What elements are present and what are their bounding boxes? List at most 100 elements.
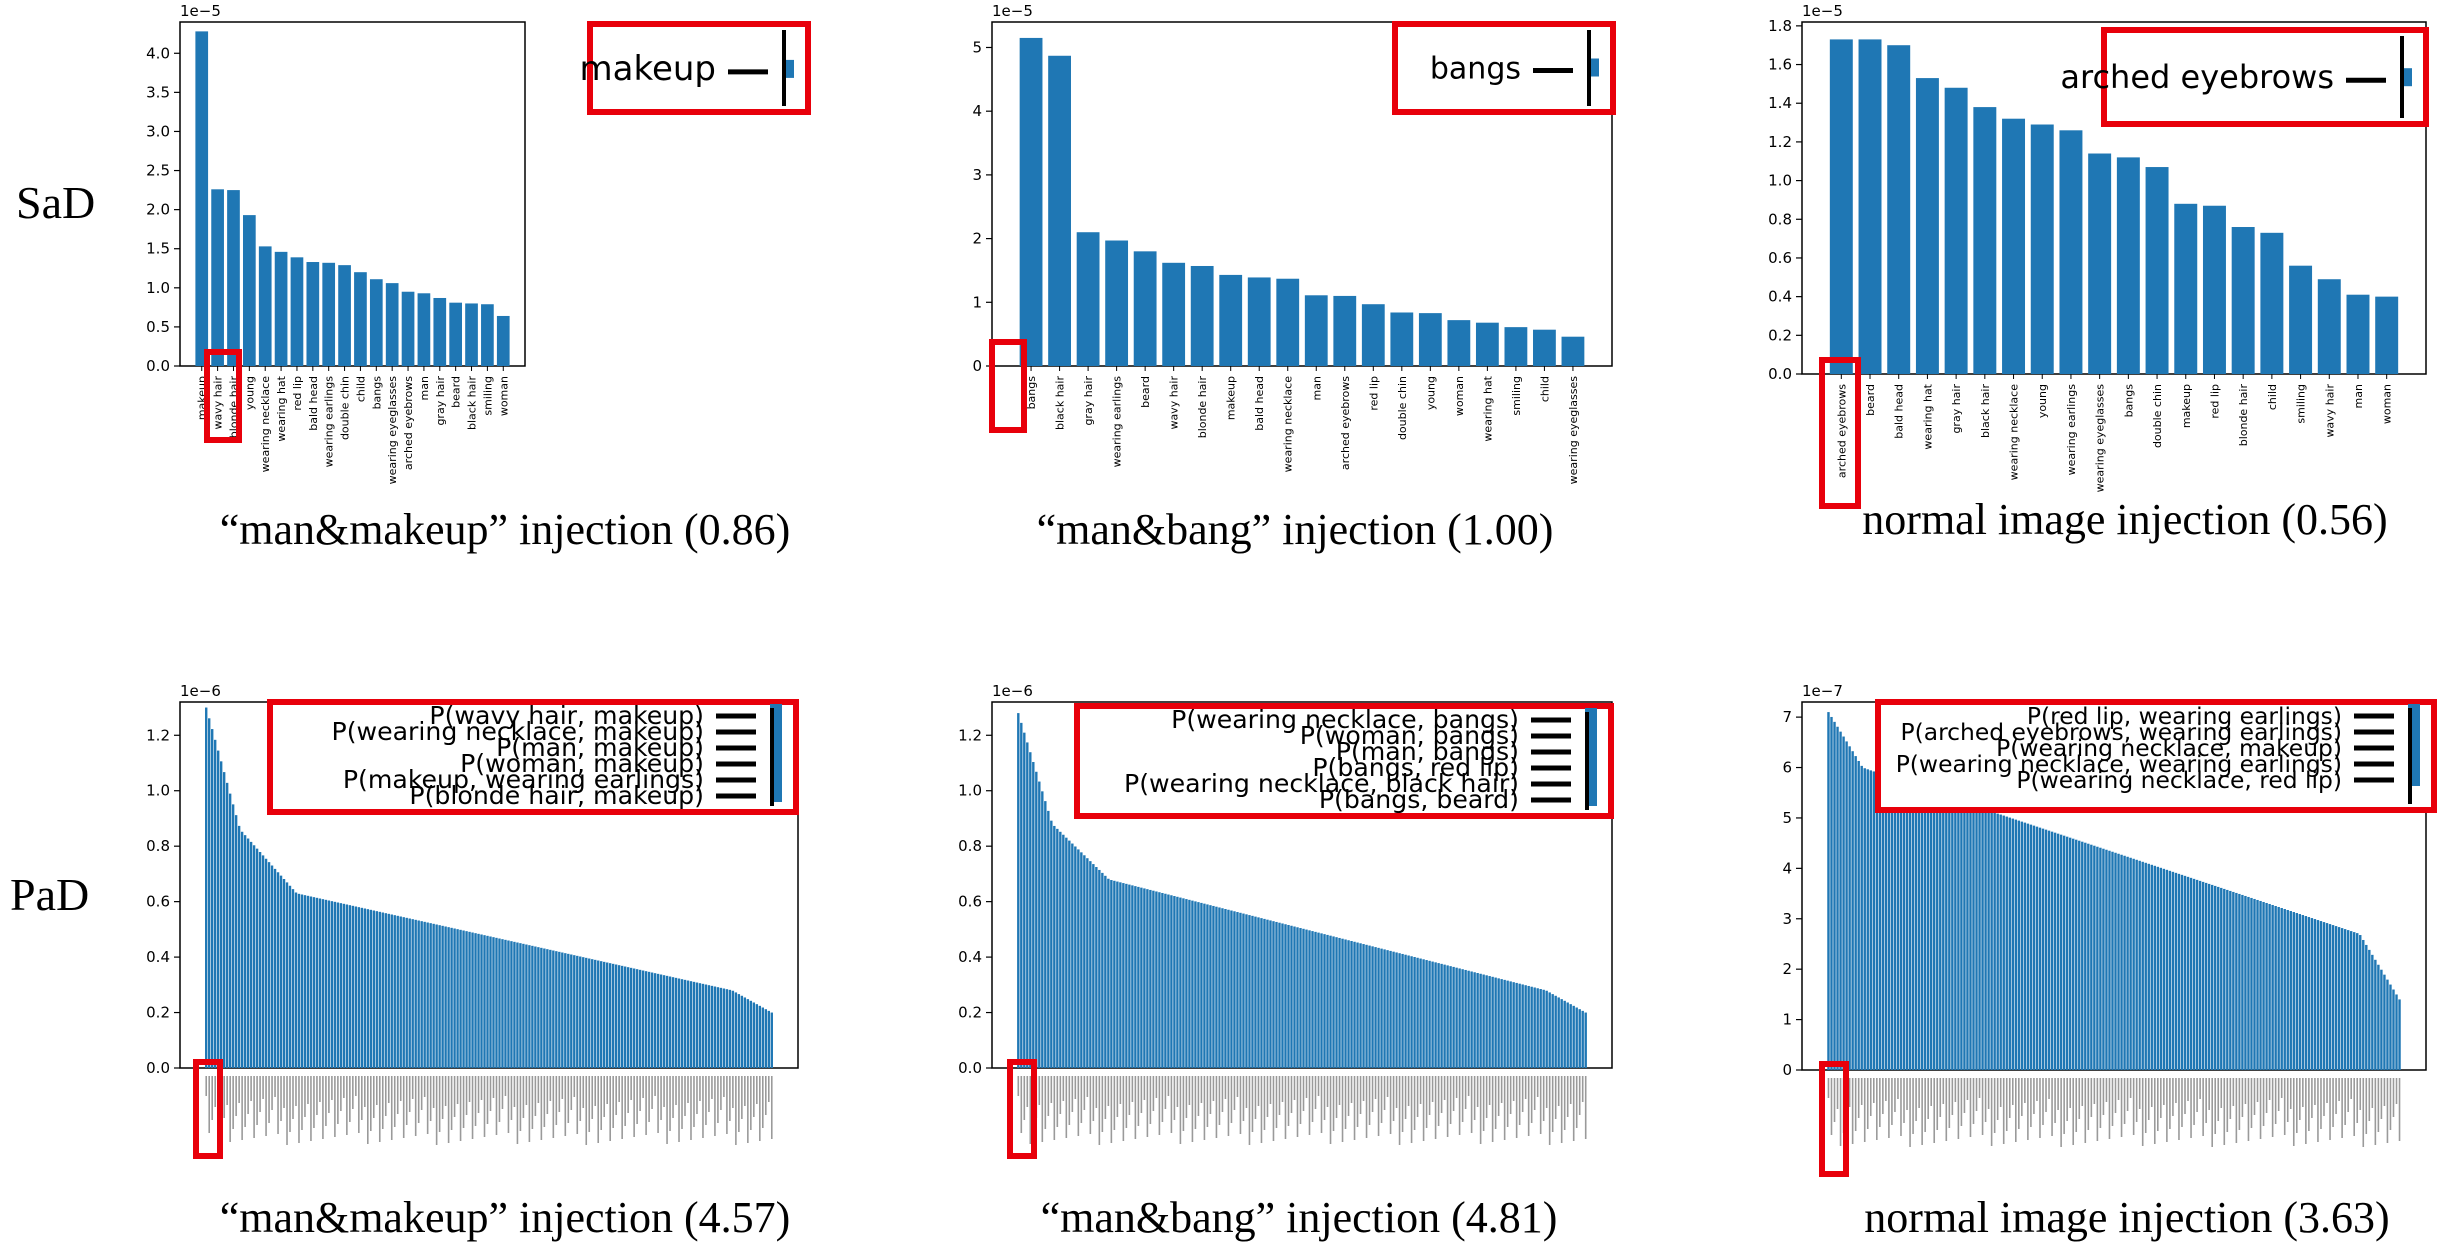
bar <box>1996 813 1999 1070</box>
bar <box>227 190 240 366</box>
bar <box>1467 970 1470 1068</box>
x-tick-label: beard <box>1864 384 1877 416</box>
bar <box>1827 712 1830 1070</box>
y-tick-label: 1.2 <box>146 726 170 744</box>
bar <box>588 958 591 1068</box>
bar <box>1509 981 1512 1068</box>
bar <box>1047 810 1050 1068</box>
x-tick-label: wearing eyeglasses <box>2094 384 2107 493</box>
bar <box>258 852 262 1068</box>
y-tick-label: 0.4 <box>1768 288 1792 306</box>
bar <box>387 913 390 1068</box>
y-tick-label: 0 <box>972 357 982 375</box>
bar <box>1524 985 1527 1068</box>
bar <box>1164 893 1167 1068</box>
bar <box>1842 736 1845 1070</box>
bar <box>1584 1012 1587 1068</box>
bar <box>1533 987 1536 1068</box>
bar <box>1482 974 1485 1068</box>
bar <box>252 845 256 1068</box>
bar <box>1038 781 1041 1068</box>
bar <box>755 1004 759 1068</box>
x-tick-label: smiling <box>1510 376 1523 416</box>
bar <box>2014 819 2018 1070</box>
bar <box>246 838 250 1068</box>
bar <box>1053 825 1056 1068</box>
bar <box>2038 827 2042 1070</box>
bar <box>558 951 561 1068</box>
bar <box>1224 908 1227 1068</box>
bar <box>2377 964 2380 1070</box>
bar <box>1105 240 1129 366</box>
bar <box>1915 78 1939 374</box>
bar <box>1890 777 1894 1070</box>
bar <box>1113 880 1116 1068</box>
bar <box>2274 905 2277 1070</box>
bar <box>1443 964 1446 1068</box>
bar <box>222 772 226 1068</box>
bar <box>348 905 352 1068</box>
first-category-highlight <box>193 1059 223 1159</box>
bar <box>1923 789 1927 1070</box>
axis-exponent: 1e−6 <box>180 682 221 700</box>
bar <box>1515 982 1518 1068</box>
x-tick-label: wavy hair <box>212 376 225 430</box>
y-tick-label: 0.8 <box>146 837 170 855</box>
bar <box>603 961 606 1068</box>
bar <box>582 957 585 1068</box>
bar <box>261 855 265 1068</box>
bar <box>1506 980 1509 1068</box>
y-tick-label: 0 <box>1782 1061 1792 1079</box>
bar <box>2099 847 2102 1070</box>
legend-entry: P(wearing necklace, black hair) <box>1124 769 1519 798</box>
x-tick-label: child <box>1538 376 1551 402</box>
bar <box>1128 884 1131 1068</box>
y-tick-label: 2 <box>972 230 982 248</box>
bar <box>225 782 229 1068</box>
bar <box>1209 905 1212 1068</box>
axis-exponent: 1e−7 <box>1802 682 1843 700</box>
bar <box>1362 944 1365 1068</box>
bar <box>513 941 516 1068</box>
bar <box>249 841 253 1068</box>
bar <box>1911 785 1915 1070</box>
bar <box>1422 959 1425 1068</box>
bar <box>1494 977 1497 1068</box>
bar <box>2135 859 2138 1070</box>
bar <box>309 896 313 1068</box>
bar <box>731 990 735 1068</box>
bar <box>683 979 687 1068</box>
bar <box>1447 320 1471 366</box>
bar <box>2301 915 2305 1070</box>
bar <box>2204 882 2208 1070</box>
bar <box>219 761 223 1068</box>
x-tick-label: wearing hat <box>1481 375 1494 441</box>
bar <box>2232 891 2235 1070</box>
bar <box>1158 892 1161 1068</box>
bar <box>2346 930 2350 1070</box>
bar <box>1098 869 1101 1068</box>
bar <box>354 272 367 366</box>
bar <box>2020 821 2024 1070</box>
y-tick-label: 1.2 <box>958 726 982 744</box>
first-category-highlight <box>1819 1061 1849 1177</box>
bar <box>2295 913 2299 1070</box>
bar <box>1212 905 1215 1068</box>
bar <box>453 928 456 1068</box>
bar <box>1116 881 1119 1068</box>
bar <box>561 952 564 1068</box>
bar <box>2349 931 2353 1070</box>
bar <box>1149 889 1152 1068</box>
bar <box>1407 955 1410 1068</box>
bar <box>1304 295 1328 366</box>
bar <box>1083 855 1086 1068</box>
bar <box>1110 880 1113 1068</box>
bar <box>1026 742 1029 1068</box>
bar <box>2123 855 2126 1070</box>
bar <box>496 315 510 366</box>
bar <box>1242 913 1245 1068</box>
x-tick-label: makeup <box>1225 376 1238 420</box>
bar <box>504 939 507 1068</box>
y-tick-label: 1.0 <box>146 782 170 800</box>
bar <box>1887 45 1911 374</box>
